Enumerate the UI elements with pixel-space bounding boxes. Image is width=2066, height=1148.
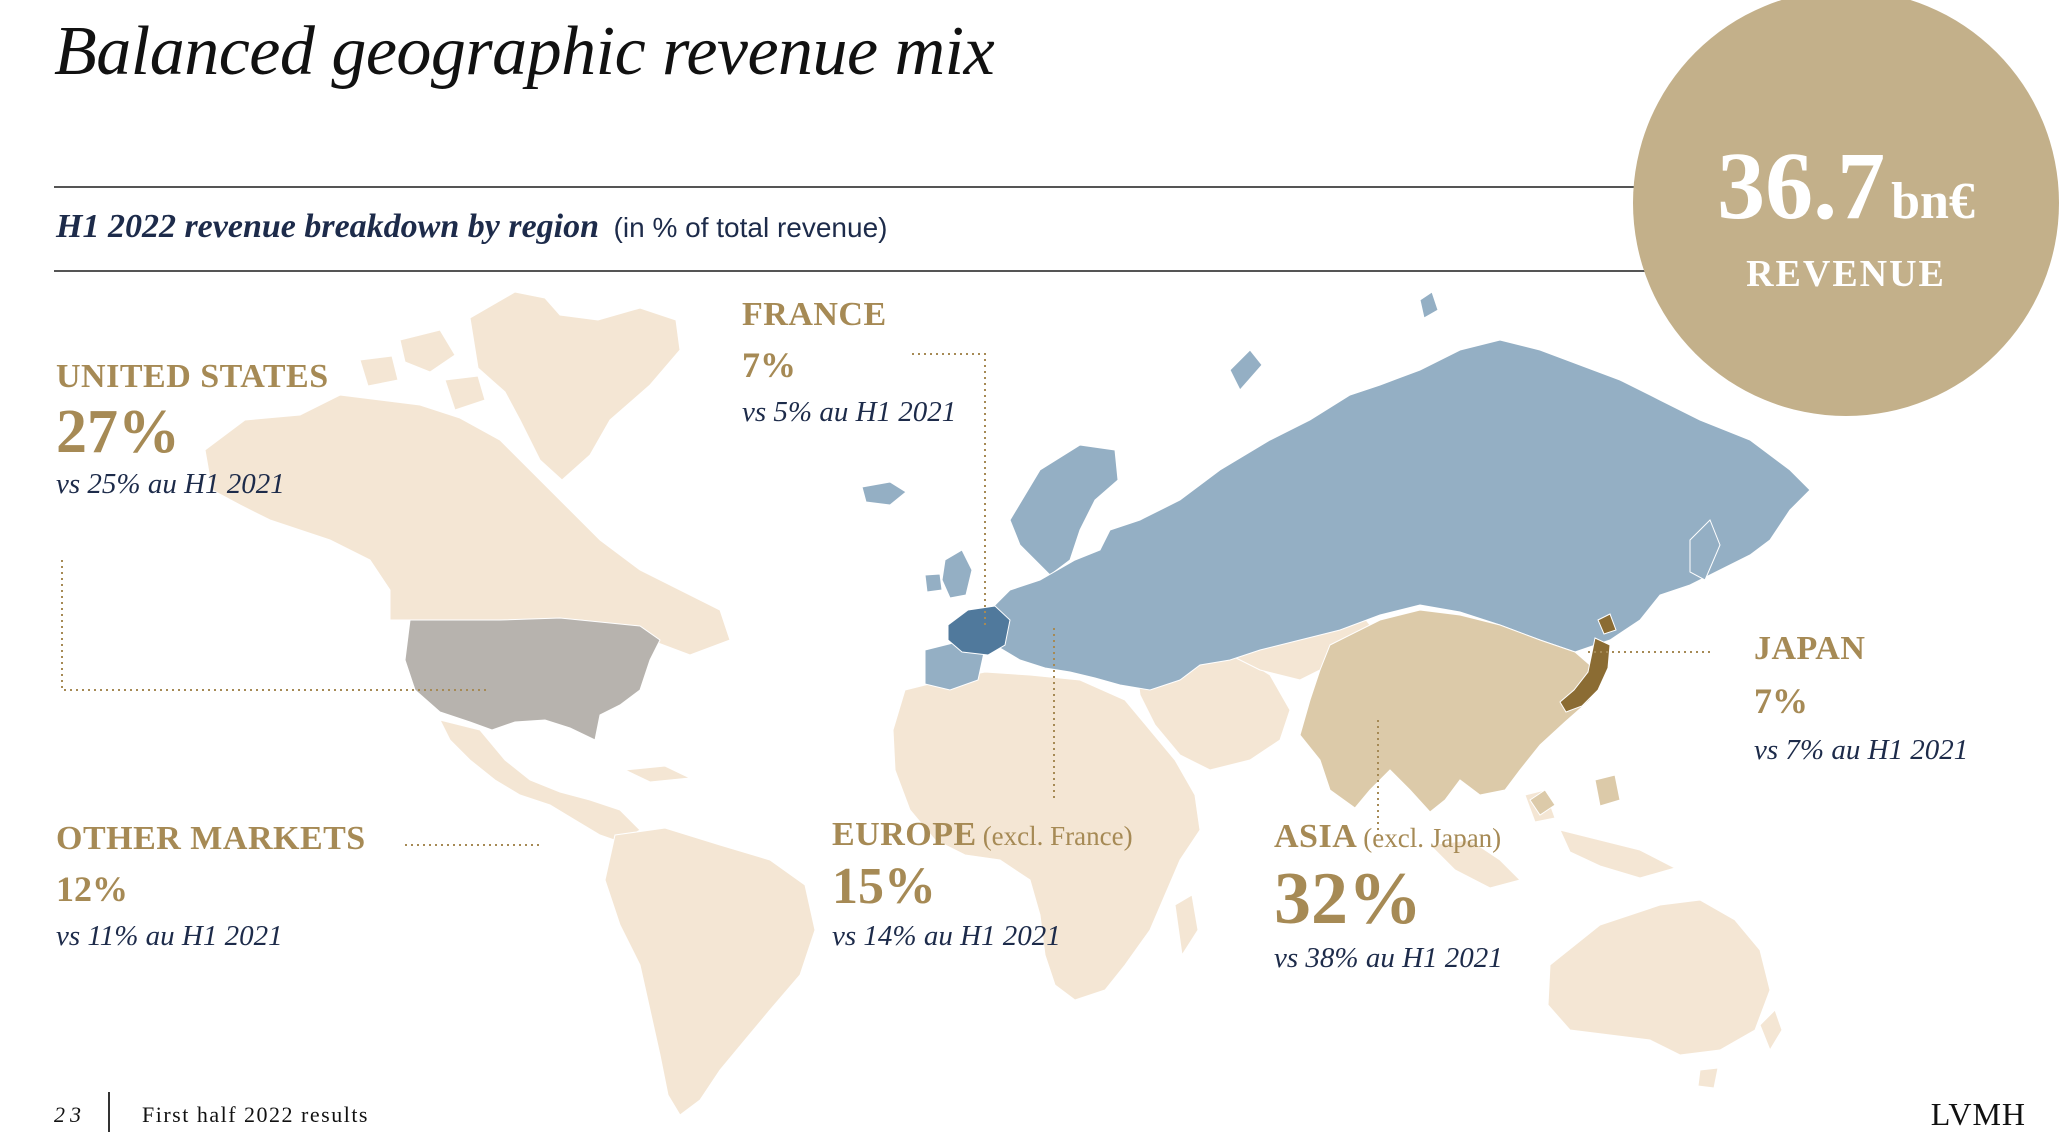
region-usa (404, 617, 661, 741)
asia-name: ASIA (1274, 818, 1358, 855)
other-markets-name: OTHER MARKETS (56, 820, 366, 857)
page-title: Balanced geographic revenue mix (54, 13, 995, 90)
footer-text: First half 2022 results (142, 1102, 369, 1127)
region-japan (1559, 613, 1617, 713)
region-label-europe: EUROPE (excl. France) 15% vs 14% au H1 20… (832, 816, 1133, 953)
region-label-france: FRANCE 7% vs 5% au H1 2021 (742, 296, 956, 429)
land-other (204, 291, 1783, 1116)
region-label-united-states: UNITED STATES 27% vs 25% au H1 2021 (56, 358, 329, 501)
asia-share: 32% (1274, 858, 1422, 940)
japan-share: 7% (1754, 681, 1808, 721)
revenue-kpi-value: 36.7 bn€ (1633, 130, 2059, 241)
united-states-name: UNITED STATES (56, 358, 329, 395)
region-label-asia: ASIA (excl. Japan) 32% vs 38% au H1 2021 (1274, 818, 1503, 975)
other-markets-share: 12% (56, 869, 128, 909)
asia-qualifier: (excl. Japan) (1363, 823, 1502, 853)
bottom-divider (54, 270, 1654, 272)
europe-qualifier: (excl. France) (982, 821, 1133, 851)
asia-name-row: ASIA (excl. Japan) (1274, 818, 1503, 856)
region-france (947, 605, 1011, 656)
usa-leader-line (61, 560, 486, 691)
united-states-share: 27% (56, 398, 180, 466)
japan-name: JAPAN (1754, 630, 1866, 667)
subtitle-note: (in % of total revenue) (613, 212, 888, 243)
japan-comparison: vs 7% au H1 2021 (1754, 734, 1969, 766)
other-markets-comparison: vs 11% au H1 2021 (56, 920, 283, 952)
europe-name-row: EUROPE (excl. France) (832, 816, 1133, 854)
france-comparison: vs 5% au H1 2021 (742, 396, 957, 428)
europe-comparison: vs 14% au H1 2021 (832, 920, 1061, 952)
lvmh-logo: LVMH (1930, 1096, 2026, 1132)
revenue-kpi-badge: 36.7 bn€ REVENUE (1633, 0, 2059, 416)
chart-subtitle: H1 2022 revenue breakdown by region (in … (56, 208, 887, 246)
revenue-kpi-unit: bn€ (1891, 173, 1975, 230)
france-name: FRANCE (742, 296, 887, 333)
page-number: 23 (54, 1102, 86, 1127)
leader-lines (61, 353, 1712, 846)
france-share: 7% (742, 345, 796, 385)
europe-name: EUROPE (832, 816, 977, 853)
asia-comparison: vs 38% au H1 2021 (1274, 942, 1503, 974)
united-states-comparison: vs 25% au H1 2021 (56, 468, 285, 500)
region-label-japan: JAPAN 7% vs 7% au H1 2021 (1754, 630, 1968, 767)
revenue-kpi-label: REVENUE (1746, 253, 1946, 295)
top-divider (54, 186, 1654, 188)
region-asia (1299, 609, 1621, 816)
europe-share: 15% (832, 858, 936, 915)
region-europe (861, 291, 1811, 691)
footer-divider (108, 1092, 110, 1132)
subtitle-main: H1 2022 revenue breakdown by region (56, 208, 600, 245)
region-label-other-markets: OTHER MARKETS 12% vs 11% au H1 2021 (56, 820, 366, 953)
revenue-kpi-number: 36.7 (1717, 132, 1886, 239)
france-leader-line (912, 353, 986, 628)
